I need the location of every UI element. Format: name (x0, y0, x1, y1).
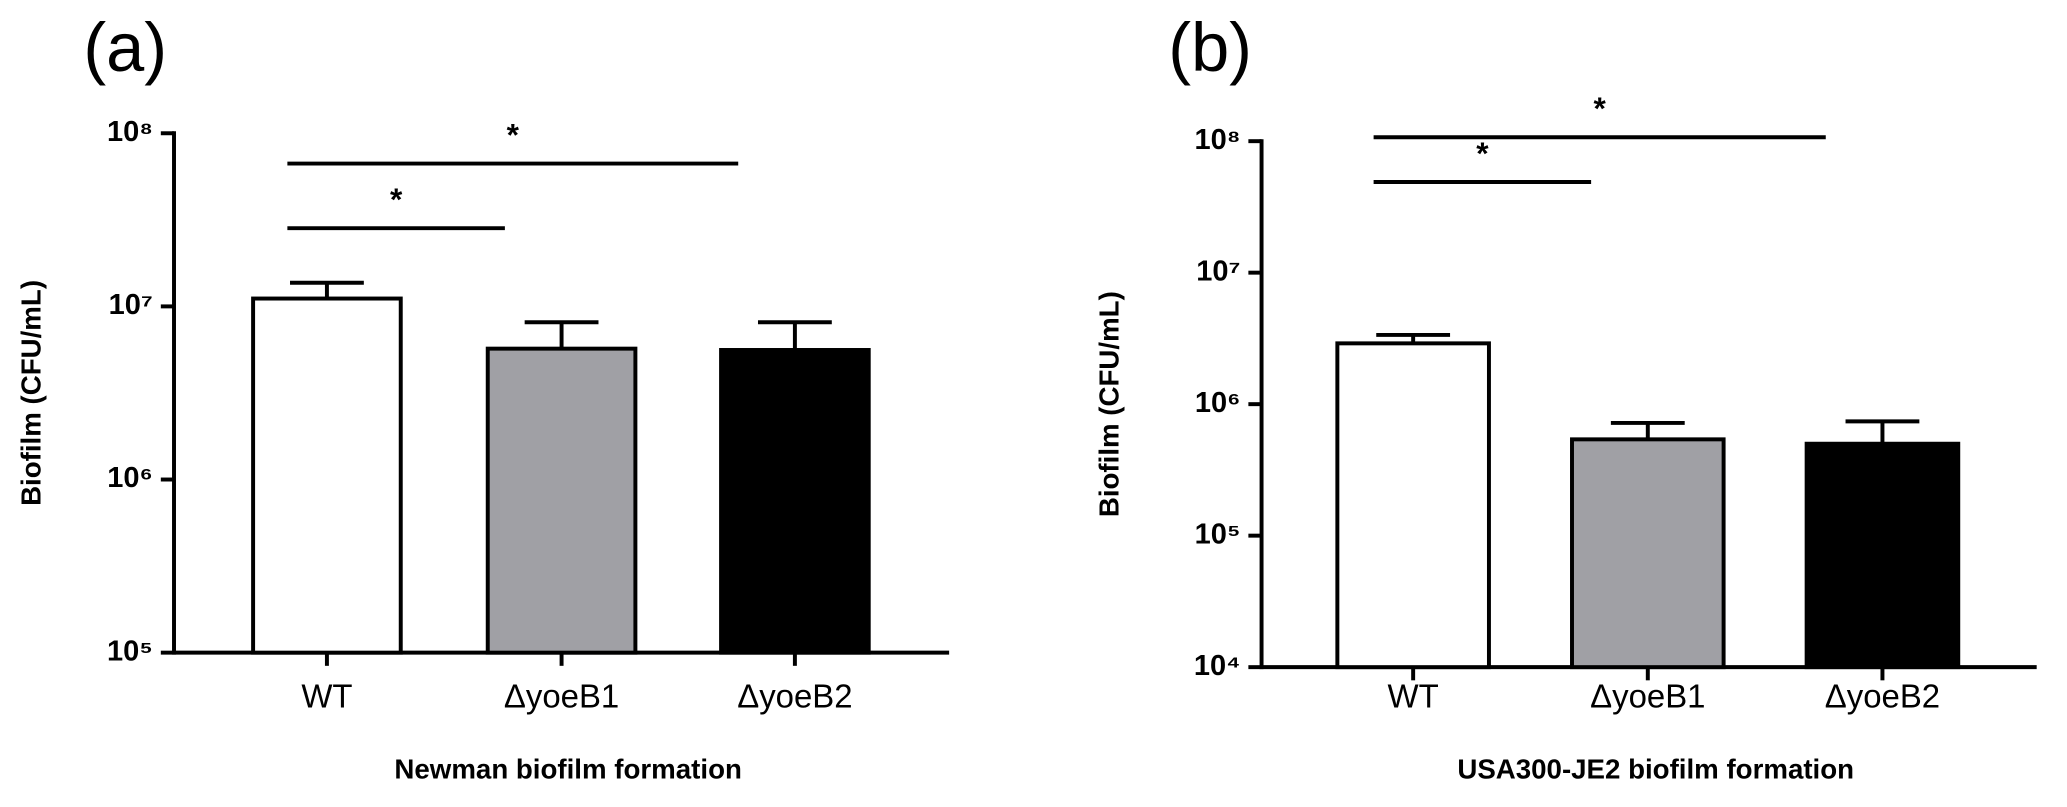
y-tick-label: 10⁸ (107, 116, 153, 148)
bar (1804, 441, 1961, 670)
y-tick-label: 10⁷ (109, 289, 153, 321)
bar (485, 346, 638, 655)
y-axis-title: Biofilm (CFU/mL) (1094, 291, 1125, 517)
x-axis-title: USA300-JE2 biofilm formation (1457, 754, 1854, 785)
bar (251, 296, 403, 655)
y-tick-label: 10⁶ (1195, 387, 1241, 419)
x-tick-label: WT (1388, 677, 1439, 714)
significance-label: * (507, 117, 520, 153)
x-tick-label: ΔyoeB2 (737, 677, 852, 714)
y-tick-label: 10⁸ (1194, 124, 1240, 156)
x-tick-label: ΔyoeB1 (1590, 677, 1705, 714)
x-tick-label: WT (301, 677, 352, 714)
significance-label: * (390, 181, 403, 217)
x-tick-label: ΔyoeB2 (1825, 677, 1940, 714)
y-tick-label: 10⁵ (1195, 518, 1241, 550)
y-tick-label: 10⁴ (1194, 650, 1241, 682)
bar (1570, 437, 1726, 670)
x-tick-label: ΔyoeB1 (504, 677, 619, 714)
y-axis-title: Biofilm (CFU/mL) (15, 280, 46, 506)
bar (1335, 341, 1491, 670)
x-axis-title: Newman biofilm formation (394, 754, 741, 785)
significance-label: * (1594, 90, 1607, 126)
y-tick-label: 10⁷ (1196, 255, 1240, 287)
bar (719, 348, 871, 655)
panel-label: (a) (83, 9, 167, 86)
significance-label: * (1476, 135, 1489, 171)
panel-label: (b) (1168, 9, 1252, 86)
y-tick-label: 10⁶ (107, 462, 153, 494)
y-tick-label: 10⁵ (107, 635, 153, 667)
